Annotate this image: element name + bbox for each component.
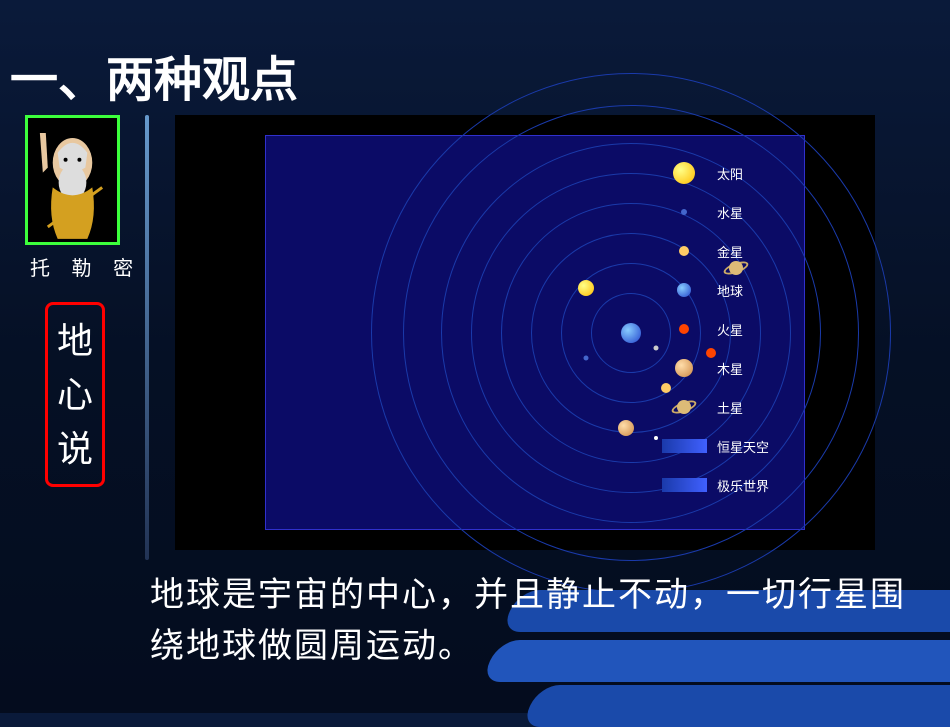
legend-item: 太阳 [659, 161, 789, 185]
theory-char: 说 [57, 422, 93, 476]
portrait-label: 托 勒 密 [30, 252, 141, 281]
legend-label: 极乐世界 [717, 476, 769, 495]
legend-label: 恒星天空 [717, 437, 769, 456]
theory-char: 地 [57, 314, 93, 368]
theory-char: 心 [57, 368, 93, 422]
celestial-body-dot1 [654, 436, 658, 440]
vertical-divider [145, 115, 149, 560]
legend-item: 金星 [659, 239, 789, 263]
geocentric-diagram: 太阳水星金星地球火星木星土星恒星天空极乐世界 [265, 135, 805, 530]
legend-icon [659, 283, 709, 297]
legend-label: 木星 [717, 359, 743, 378]
legend-item: 极乐世界 [659, 473, 789, 497]
legend-item: 木星 [659, 356, 789, 380]
legend-label: 金星 [717, 242, 743, 261]
celestial-body-moon [654, 345, 659, 350]
ptolemy-portrait [28, 118, 117, 242]
legend-item: 地球 [659, 278, 789, 302]
celestial-body-mercury [584, 355, 589, 360]
legend-item: 火星 [659, 317, 789, 341]
diagram-outer: 太阳水星金星地球火星木星土星恒星天空极乐世界 [175, 115, 875, 550]
legend-icon [659, 439, 709, 453]
celestial-body-jupiter [618, 420, 634, 436]
legend-icon [659, 478, 709, 492]
legend-icon [659, 398, 709, 416]
legend-label: 土星 [717, 398, 743, 417]
portrait-frame [25, 115, 120, 245]
legend-label: 水星 [717, 203, 743, 222]
decorative-stripe [520, 685, 950, 727]
legend-label: 地球 [717, 281, 743, 300]
legend-icon [659, 324, 709, 334]
legend-icon [659, 209, 709, 215]
theory-name-box: 地 心 说 [45, 302, 105, 487]
legend-icon [659, 162, 709, 184]
slide-title: 一、两种观点 [10, 40, 298, 110]
legend-icon [659, 359, 709, 377]
legend-item: 恒星天空 [659, 434, 789, 458]
legend-label: 太阳 [717, 164, 743, 183]
legend-label: 火星 [717, 320, 743, 339]
legend: 太阳水星金星地球火星木星土星恒星天空极乐世界 [659, 161, 789, 512]
legend-item: 土星 [659, 395, 789, 419]
description-text: 地球是宇宙的中心，并且静止不动，一切行星围绕地球做圆周运动。 [150, 570, 930, 672]
legend-item: 水星 [659, 200, 789, 224]
celestial-body-sun [578, 280, 594, 296]
celestial-body-earth [621, 323, 641, 343]
legend-icon [659, 246, 709, 256]
